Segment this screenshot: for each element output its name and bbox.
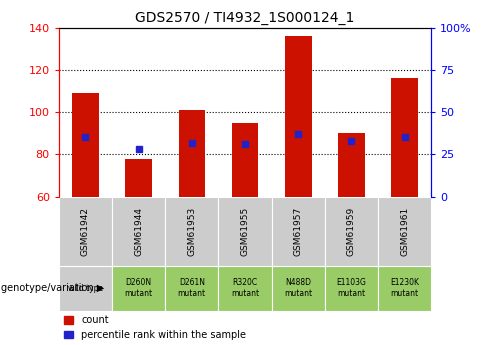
Bar — [232, 123, 258, 197]
Bar — [125, 159, 152, 197]
Bar — [271, 266, 325, 311]
Text: GSM61942: GSM61942 — [81, 207, 90, 256]
Text: E1230K
mutant: E1230K mutant — [390, 278, 419, 298]
Text: D261N
mutant: D261N mutant — [178, 278, 206, 298]
Bar — [378, 266, 431, 311]
Text: GSM61959: GSM61959 — [347, 207, 356, 256]
Text: GSM61955: GSM61955 — [241, 207, 249, 256]
Bar — [112, 197, 165, 266]
Title: GDS2570 / TI4932_1S000124_1: GDS2570 / TI4932_1S000124_1 — [135, 11, 355, 25]
Text: genotype/variation ▶: genotype/variation ▶ — [1, 283, 104, 293]
Text: GSM61957: GSM61957 — [294, 207, 303, 256]
Bar — [285, 36, 312, 197]
Text: GSM61961: GSM61961 — [400, 207, 409, 256]
Bar — [165, 266, 219, 311]
Bar — [392, 78, 418, 197]
Text: wild type: wild type — [68, 284, 103, 293]
Bar — [378, 197, 431, 266]
Bar — [112, 266, 165, 311]
Bar — [325, 197, 378, 266]
Bar — [59, 266, 112, 311]
Bar — [219, 266, 271, 311]
Text: N488D
mutant: N488D mutant — [284, 278, 312, 298]
Text: GSM61953: GSM61953 — [187, 207, 196, 256]
Bar — [165, 197, 219, 266]
Text: D260N
mutant: D260N mutant — [124, 278, 153, 298]
Bar — [325, 266, 378, 311]
Bar — [178, 110, 205, 197]
Bar — [59, 197, 112, 266]
Text: GSM61944: GSM61944 — [134, 207, 143, 256]
Text: E1103G
mutant: E1103G mutant — [337, 278, 367, 298]
Bar — [271, 197, 325, 266]
Bar — [338, 133, 365, 197]
Bar — [72, 93, 98, 197]
Bar — [219, 197, 271, 266]
Text: R320C
mutant: R320C mutant — [231, 278, 259, 298]
Legend: count, percentile rank within the sample: count, percentile rank within the sample — [64, 315, 246, 340]
